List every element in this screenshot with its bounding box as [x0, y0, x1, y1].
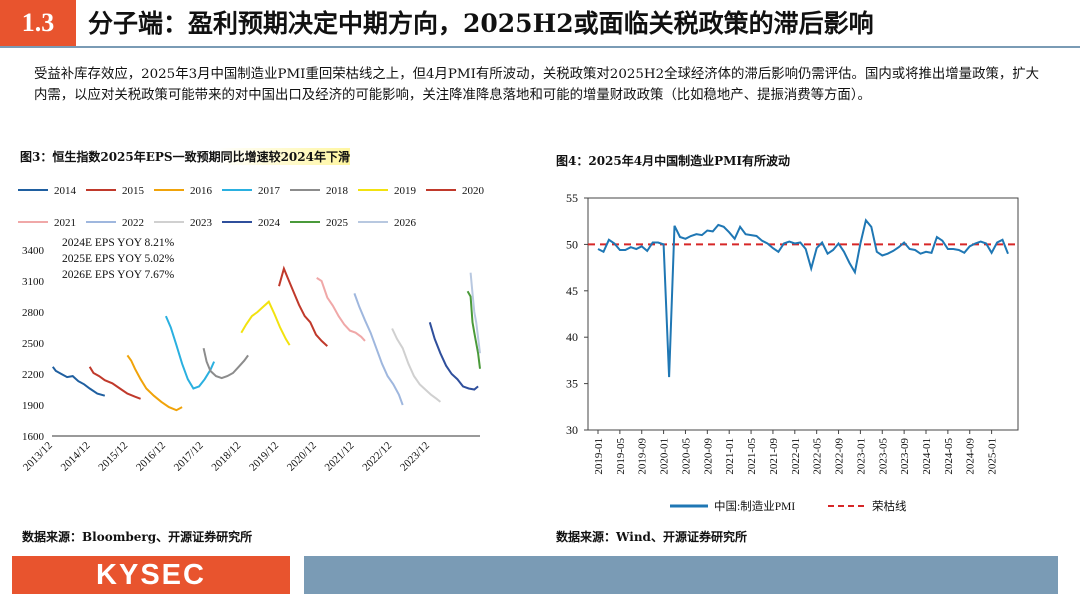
legend-label-2018: 2018	[326, 185, 349, 197]
pmi-chart: 30 35 40 45 50 55 2019-01 2019-05 2019-09 2020-01…	[566, 191, 1019, 513]
legend-label-2017: 2017	[258, 185, 281, 197]
eps-series-2024	[428, 322, 479, 391]
section-number: 1.3	[0, 0, 76, 46]
pmi-xtick-label: 2023-05	[877, 438, 889, 475]
figure3-title: 图3：恒生指数2025年EPS一致预期同比增速较2024年下滑	[20, 148, 350, 165]
pmi-series-line	[597, 218, 1009, 378]
eps-xtick-label: 2018/12	[209, 440, 243, 474]
eps-ytick-label: 2200	[22, 369, 45, 381]
logo-text: KYSEC	[96, 559, 206, 591]
eps-xtick-label: 2021/12	[323, 440, 357, 474]
eps-ytick-label: 2800	[22, 307, 45, 319]
legend-label-2025: 2025	[326, 217, 349, 229]
legend-label-2024: 2024	[258, 217, 281, 229]
eps-ytick-label: 1900	[22, 400, 45, 412]
pmi-xtick-label: 2019-09	[637, 438, 649, 475]
legend-label-2021: 2021	[54, 217, 76, 229]
pmi-xtick-label: 2019-05	[615, 438, 627, 475]
legend-label-2022: 2022	[122, 217, 144, 229]
eps-xtick-label: 2019/12	[247, 440, 281, 474]
pmi-xtick-label: 2021-05	[746, 438, 758, 475]
header-divider	[0, 46, 1080, 48]
eps-ytick-label: 3100	[22, 276, 45, 288]
eps-xtick-label: 2020/12	[285, 440, 319, 474]
eps-series-2021	[316, 277, 366, 342]
pmi-xtick-label: 2020-09	[702, 438, 714, 475]
legend-label-2023: 2023	[190, 217, 213, 229]
eps-series-2018	[202, 347, 249, 380]
eps-series-2022	[353, 293, 404, 406]
eps-xtick-label: 2023/12	[398, 440, 432, 474]
eps-series-2026	[469, 272, 481, 354]
pmi-ytick-label: 55	[566, 191, 578, 205]
summary-text: 受益补库存效应，2025年3月中国制造业PMI重回荣枯线之上，但4月PMI有所波…	[34, 67, 1040, 103]
eps-ytick-label: 2500	[22, 338, 45, 350]
eps-xtick-label: 2015/12	[96, 440, 130, 474]
pmi-ytick-label: 30	[566, 423, 578, 437]
pmi-xtick-label: 2020-05	[680, 438, 692, 475]
pmi-ytick-label: 35	[566, 377, 578, 391]
legend-label-2026: 2026	[394, 217, 417, 229]
eps-xtick-label: 2022/12	[360, 440, 394, 474]
pmi-xtick-label: 2022-05	[812, 438, 824, 475]
kysec-logo: KYSEC	[12, 556, 290, 594]
eps-ytick-label: 1600	[22, 431, 45, 443]
pmi-ytick-label: 50	[566, 237, 578, 251]
legend-label-2016: 2016	[190, 185, 213, 197]
pmi-xtick-label: 2021-01	[724, 438, 736, 475]
pmi-ytick-label: 40	[566, 330, 578, 344]
eps-ytick-label: 3400	[22, 245, 45, 257]
pmi-xtick-label: 2020-01	[659, 438, 671, 475]
pmi-xtick-label: 2023-01	[855, 438, 867, 475]
eps-series-2014	[51, 366, 106, 397]
eps-series-2020	[278, 265, 328, 347]
pmi-xtick-label: 2024-05	[943, 438, 955, 475]
legend-label-2015: 2015	[122, 185, 145, 197]
legend-label-2020: 2020	[462, 185, 485, 197]
pmi-xtick-label: 2023-09	[899, 438, 911, 475]
pmi-xtick-label: 2022-01	[790, 438, 802, 475]
eps-series-2015	[88, 366, 141, 400]
legend-label-2019: 2019	[394, 185, 417, 197]
eps-annotation: 2026E EPS YOY 7.67%	[62, 269, 175, 281]
pmi-plot-frame	[587, 197, 1019, 431]
pmi-xtick-label: 2022-09	[834, 438, 846, 475]
pmi-xtick-label: 2025-01	[987, 438, 999, 475]
pmi-xtick-label: 2024-09	[965, 438, 977, 475]
eps-annotation: 2025E EPS YOY 5.02%	[62, 253, 175, 265]
legend-label-2014: 2014	[54, 185, 77, 197]
eps-xtick-label: 2016/12	[134, 440, 168, 474]
eps-series-2023	[391, 328, 442, 403]
eps-xtick-label: 2013/12	[21, 440, 55, 474]
figure4-title: 图4：2025年4月中国制造业PMI有所波动	[556, 154, 791, 168]
footer-bar	[304, 556, 1058, 594]
eps-annotation: 2024E EPS YOY 8.21%	[62, 237, 175, 249]
eps-xtick-label: 2014/12	[59, 440, 93, 474]
pmi-xtick-label: 2019-01	[593, 438, 605, 475]
eps-series-2017	[164, 315, 216, 390]
figure4-source: 数据来源：Wind、开源证券研究所	[556, 530, 747, 544]
legend-label-threshold: 荣枯线	[872, 499, 907, 513]
eps-chart: 2014 2015 2016 2017 2018 2019 2020 2021 2022 2023…	[18, 185, 485, 474]
summary-paragraph: 受益补库存效应，2025年3月中国制造业PMI重回荣枯线之上，但4月PMI有所波…	[34, 64, 1050, 106]
pmi-xtick-label: 2021-09	[768, 438, 780, 475]
page-title: 分子端：盈利预期决定中期方向，2025H2或面临关税政策的滞后影响	[88, 9, 874, 38]
legend-label-pmi: 中国:制造业PMI	[714, 499, 795, 513]
figure3-source: 数据来源：Bloomberg、开源证券研究所	[22, 530, 253, 544]
pmi-xtick-label: 2024-01	[921, 438, 933, 475]
eps-series-2025	[466, 290, 481, 369]
eps-series-2019	[240, 300, 291, 346]
eps-xtick-label: 2017/12	[172, 440, 206, 474]
pmi-ytick-label: 45	[566, 284, 578, 298]
eps-series-2016	[126, 354, 183, 412]
